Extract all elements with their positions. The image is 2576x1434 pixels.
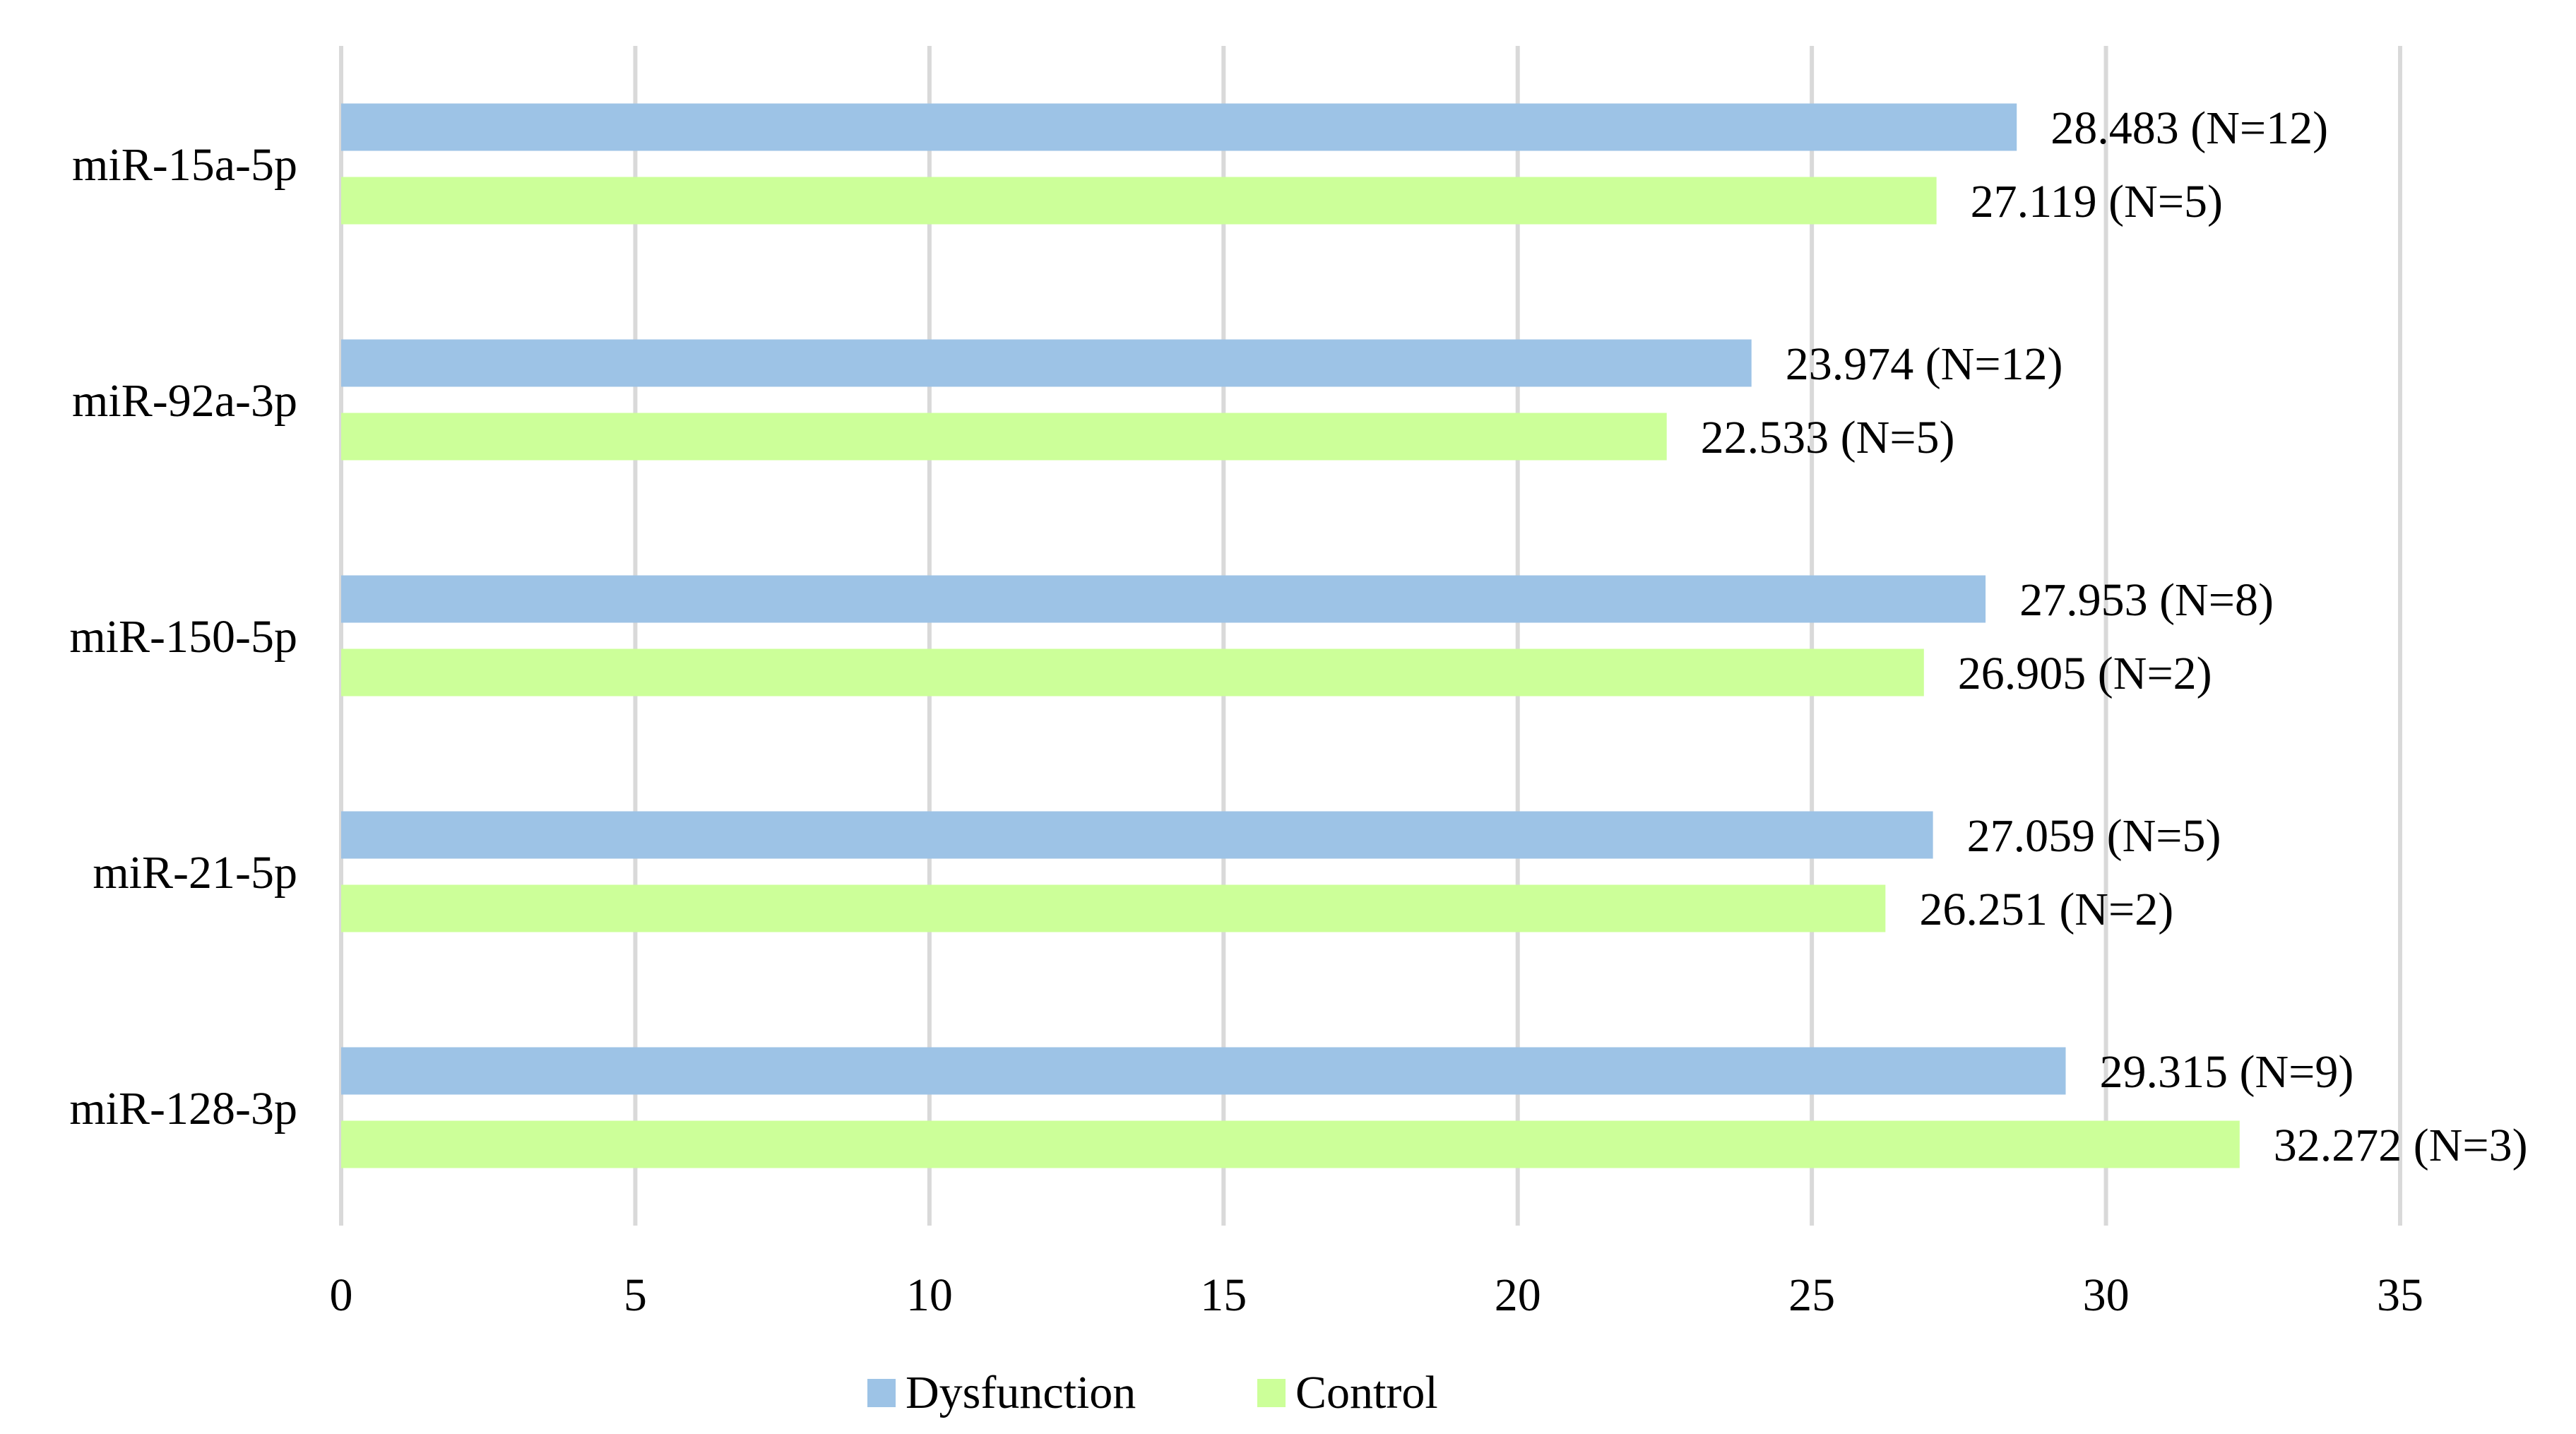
x-tick-label-25: 25: [1788, 1269, 1835, 1321]
legend-label-dysfunction: Dysfunction: [906, 1367, 1136, 1418]
category-label-mir-15a-5p: miR-15a-5p: [72, 139, 297, 191]
data-label-dysfunction-mir-92a-3p: 23.974 (N=12): [1786, 338, 2063, 390]
x-tick-label-10: 10: [906, 1269, 953, 1321]
category-label-mir-21-5p: miR-21-5p: [93, 847, 297, 899]
x-tick-label-0: 0: [330, 1269, 353, 1321]
legend: Dysfunction Control: [867, 1367, 1438, 1418]
legend-swatch-control: [1257, 1379, 1286, 1407]
data-label-control-mir-150-5p: 26.905 (N=2): [1958, 648, 2212, 699]
x-axis-tick-labels: 0 5 10 15 20 25 30 35: [330, 1269, 2424, 1321]
x-tick-label-35: 35: [2377, 1269, 2423, 1321]
bar-control-mir-21-5p: [341, 884, 1886, 932]
bar-dysfunction-mir-128-3p: [341, 1047, 2066, 1095]
bar-dysfunction-mir-92a-3p: [341, 339, 1752, 387]
data-labels: 28.483 (N=12) 27.119 (N=5) 23.974 (N=12) 22…: [1701, 102, 2528, 1171]
x-tick-label-15: 15: [1200, 1269, 1247, 1321]
x-tick-label-20: 20: [1495, 1269, 1541, 1321]
category-label-mir-150-5p: miR-150-5p: [69, 611, 297, 663]
data-label-dysfunction-mir-15a-5p: 28.483 (N=12): [2050, 102, 2328, 154]
category-label-mir-128-3p: miR-128-3p: [69, 1083, 297, 1134]
data-label-control-mir-92a-3p: 22.533 (N=5): [1701, 412, 1955, 463]
data-label-dysfunction-mir-128-3p: 29.315 (N=9): [2100, 1046, 2354, 1098]
bars: [341, 103, 2240, 1168]
bar-control-mir-150-5p: [341, 648, 1924, 697]
data-label-dysfunction-mir-150-5p: 27.953 (N=8): [2019, 574, 2274, 626]
category-labels: miR-15a-5p miR-92a-3p miR-150-5p miR-21-5p m…: [69, 139, 297, 1134]
bar-dysfunction-mir-15a-5p: [341, 103, 2017, 151]
legend-label-control: Control: [1295, 1367, 1438, 1418]
data-label-control-mir-21-5p: 26.251 (N=2): [1919, 884, 2173, 935]
data-label-control-mir-128-3p: 32.272 (N=3): [2274, 1120, 2528, 1171]
x-tick-label-30: 30: [2083, 1269, 2130, 1321]
legend-swatch-dysfunction: [867, 1379, 896, 1407]
bar-control-mir-128-3p: [341, 1120, 2240, 1168]
bar-control-mir-15a-5p: [341, 177, 1937, 225]
gridlines: [339, 46, 2402, 1226]
data-label-control-mir-15a-5p: 27.119 (N=5): [1971, 176, 2223, 227]
bar-control-mir-92a-3p: [341, 413, 1667, 461]
x-tick-label-5: 5: [624, 1269, 647, 1321]
category-label-mir-92a-3p: miR-92a-3p: [72, 375, 297, 427]
data-label-dysfunction-mir-21-5p: 27.059 (N=5): [1967, 810, 2221, 862]
bar-dysfunction-mir-21-5p: [341, 811, 1933, 859]
bar-dysfunction-mir-150-5p: [341, 575, 1986, 623]
